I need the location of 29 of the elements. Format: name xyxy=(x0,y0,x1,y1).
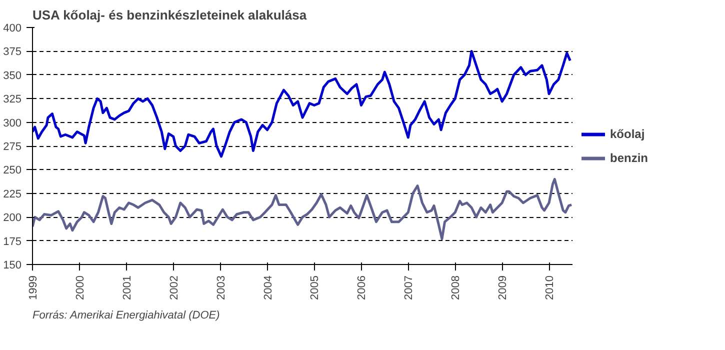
y-tick-label: 200 xyxy=(3,212,22,224)
y-tick-label: 150 xyxy=(3,260,22,272)
text: Forrás: Amerikai Energiahivatal (DOE) xyxy=(32,310,220,322)
x-tick-label: 2008 xyxy=(450,275,462,300)
y-tick-label: 275 xyxy=(3,141,22,153)
x-tick-label: 2001 xyxy=(121,275,134,300)
x-tick-label: 2002 xyxy=(168,275,180,300)
y-tick-label: 325 xyxy=(3,94,22,106)
y-tick-label: 400 xyxy=(3,22,22,34)
x-tick-label: 1999 xyxy=(28,275,40,300)
legend-label: benzin xyxy=(610,150,648,164)
line-series xyxy=(32,50,572,158)
x-tick-label: 2005 xyxy=(309,275,322,300)
chart-title: USA kőolaj- és benzinkészleteinek alakulása xyxy=(32,8,308,22)
y-tick-label: 350 xyxy=(3,70,22,82)
x-tick-label: 2000 xyxy=(74,275,86,300)
y-tick-label: 225 xyxy=(3,188,22,200)
x-tick-label: 2007 xyxy=(403,275,416,300)
y-tick-label: 375 xyxy=(3,46,22,58)
x-tick-label: 2010 xyxy=(544,275,556,300)
legend-label: kőolaj xyxy=(610,126,645,140)
y-tick-label: 250 xyxy=(3,164,22,177)
x-tick-label: 2004 xyxy=(262,275,274,300)
y-tick-label: 175 xyxy=(3,236,22,248)
x-tick-label: 2009 xyxy=(497,275,510,300)
line-series xyxy=(32,178,572,240)
y-tick-label: 300 xyxy=(3,117,22,130)
x-tick-label: 2003 xyxy=(215,275,228,300)
x-tick-label: 2006 xyxy=(356,275,368,300)
